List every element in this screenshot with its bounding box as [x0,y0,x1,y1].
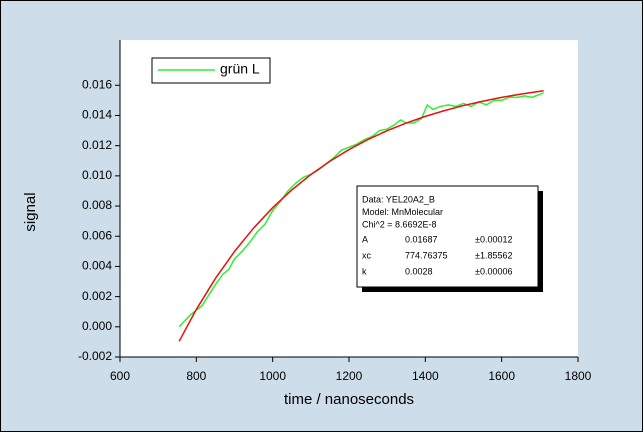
annotation-cell: xc [362,250,372,260]
annotation-cell: 0.0028 [405,266,433,276]
y-tick-label: 0.010 [82,168,112,182]
series-line [178,89,544,342]
y-tick-label: 0.016 [82,77,112,91]
annotation-cell: ±0.00006 [475,266,512,276]
x-tick-label: 1800 [565,369,592,383]
x-tick-label: 1000 [259,369,286,383]
annotation-box [356,185,539,288]
annotation-cell: 774.76375 [405,250,448,260]
legend-label: grün L [220,61,260,77]
annotation-line: Model: MnMolecular [362,207,443,217]
y-tick-label: 0.006 [82,228,112,242]
x-tick-label: 1600 [488,369,515,383]
annotation-cell: A [362,234,368,244]
annotation-cell: ±1.85562 [475,250,512,260]
annotation-line: Data: YEL20A2_B [362,194,435,204]
annotation-line: Chi^2 = 8.6692E-8 [362,219,437,229]
series-layer [178,89,544,342]
y-tick-label: -0.002 [78,349,112,363]
annotation-cell: ±0.00012 [475,234,512,244]
x-tick-label: 1200 [336,369,363,383]
y-tick-label: 0.008 [82,198,112,212]
y-tick-label: 0.002 [82,289,112,303]
x-tick-label: 800 [186,369,206,383]
x-tick-label: 1400 [412,369,439,383]
y-tick-label: 0.004 [82,259,112,273]
annotation-cell: k [362,266,367,276]
y-axis-title: signal [22,192,39,231]
y-tick-label: 0.012 [82,138,112,152]
annotation-cell: 0.01687 [405,234,438,244]
x-tick-label: 600 [110,369,130,383]
y-tick-label: 0.000 [82,319,112,333]
y-tick-label: 0.014 [82,108,112,122]
x-axis-title: time / nanoseconds [284,391,414,408]
series-line [178,92,544,328]
